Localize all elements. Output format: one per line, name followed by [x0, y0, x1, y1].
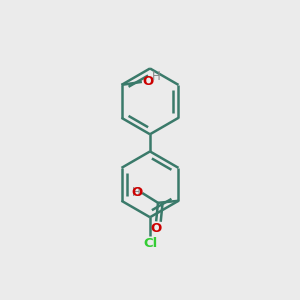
Text: O: O: [151, 223, 162, 236]
Text: O: O: [143, 75, 154, 88]
Text: Cl: Cl: [143, 237, 157, 250]
Text: H: H: [132, 186, 140, 199]
Text: O: O: [131, 186, 143, 199]
Text: H: H: [152, 70, 161, 83]
